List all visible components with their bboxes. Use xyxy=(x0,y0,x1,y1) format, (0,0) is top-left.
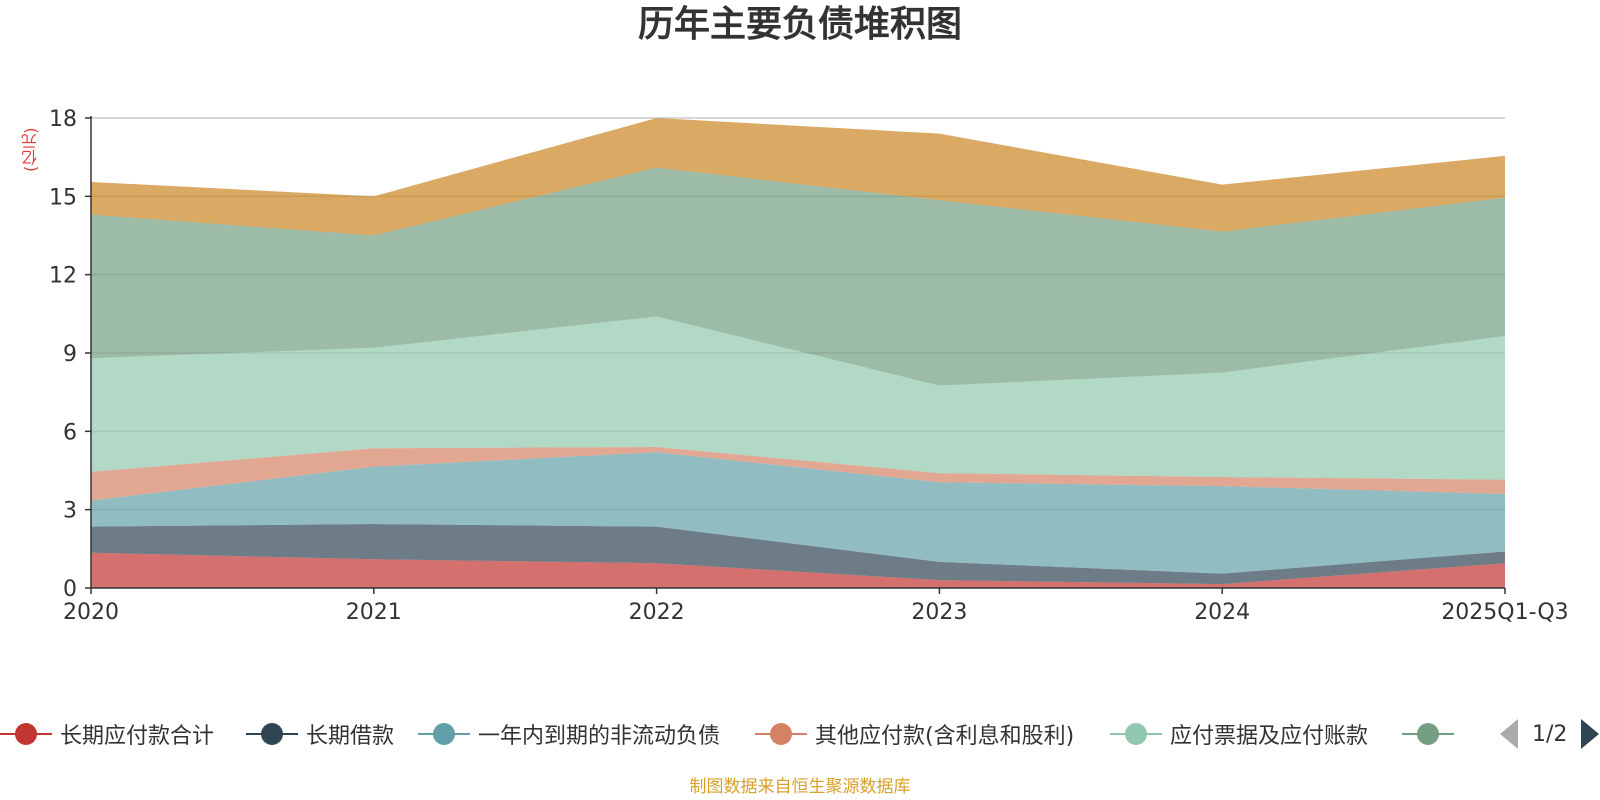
legend-label: 其他应付款(含利息和股利) xyxy=(815,724,1075,749)
x-tick-label: 2024 xyxy=(1194,600,1250,625)
area-series-3 xyxy=(91,452,1505,574)
legend-item-long-term-loans[interactable]: 长期借款 xyxy=(246,711,394,757)
y-tick-label: 6 xyxy=(63,420,77,445)
x-tick-label: 2021 xyxy=(346,600,402,625)
next-page-icon[interactable] xyxy=(1581,719,1600,749)
legend-marker-icon xyxy=(0,711,52,757)
y-tick-label: 9 xyxy=(63,342,77,367)
legend-page-indicator: 1/2 xyxy=(1532,721,1568,747)
prev-page-icon[interactable] xyxy=(1500,719,1518,749)
x-tick-label: 2025Q1-Q3 xyxy=(1441,600,1568,625)
legend-pager: 1/2 xyxy=(1500,711,1600,757)
stacked-areas xyxy=(91,118,1505,588)
y-tick-label: 3 xyxy=(63,499,77,524)
legend-marker-icon xyxy=(1402,711,1454,757)
legend-marker-icon xyxy=(418,711,470,757)
legend-label: 长期借款 xyxy=(306,724,395,749)
area-series-6 xyxy=(91,167,1505,386)
legend-label: 长期应付款合计 xyxy=(60,724,215,749)
legend-item-long-term-payables[interactable]: 长期应付款合计 xyxy=(0,711,214,757)
area-series-2 xyxy=(91,524,1505,585)
chart-title: 历年主要负债堆积图 xyxy=(637,4,962,45)
legend-marker-icon xyxy=(755,711,807,757)
x-tick-label: 2022 xyxy=(629,600,685,625)
area-chart: 0 3 6 9 12 15 18 2020 2021 2022 2023 2024 2025Q1-Q3 xyxy=(49,107,1569,625)
x-tick-label: 2020 xyxy=(63,600,119,625)
x-tick-label: 2023 xyxy=(911,600,967,625)
legend-item-truncated[interactable] xyxy=(1402,711,1462,757)
legend-marker-icon xyxy=(246,711,298,757)
area-series-7 xyxy=(91,118,1505,236)
y-tick-label: 12 xyxy=(49,264,77,289)
area-series-1 xyxy=(91,552,1505,588)
legend-label: 一年内到期的非流动负债 xyxy=(478,724,721,749)
legend-item-current-portion-noncurrent[interactable]: 一年内到期的非流动负债 xyxy=(418,711,720,757)
y-tick-label: 18 xyxy=(49,107,77,132)
area-series-4 xyxy=(91,447,1505,501)
data-source-note: 制图数据来自恒生聚源数据库 xyxy=(689,777,911,797)
legend-item-other-payables[interactable]: 其他应付款(含利息和股利) xyxy=(755,711,1074,757)
legend-label: 应付票据及应付账款 xyxy=(1170,724,1369,749)
legend-marker-icon xyxy=(1110,711,1162,757)
y-tick-label: 0 xyxy=(63,577,77,602)
legend: 长期应付款合计 长期借款 一年内到期的非流动负债 其他应付款(含利息和股利) 应… xyxy=(0,711,1600,757)
legend-item-notes-accounts-payable[interactable]: 应付票据及应付账款 xyxy=(1110,711,1368,757)
axes: 0 3 6 9 12 15 18 2020 2021 2022 2023 2024 2025Q1-Q3 xyxy=(49,107,1569,625)
area-series-5 xyxy=(91,316,1505,480)
y-tick-label: 15 xyxy=(49,185,77,210)
